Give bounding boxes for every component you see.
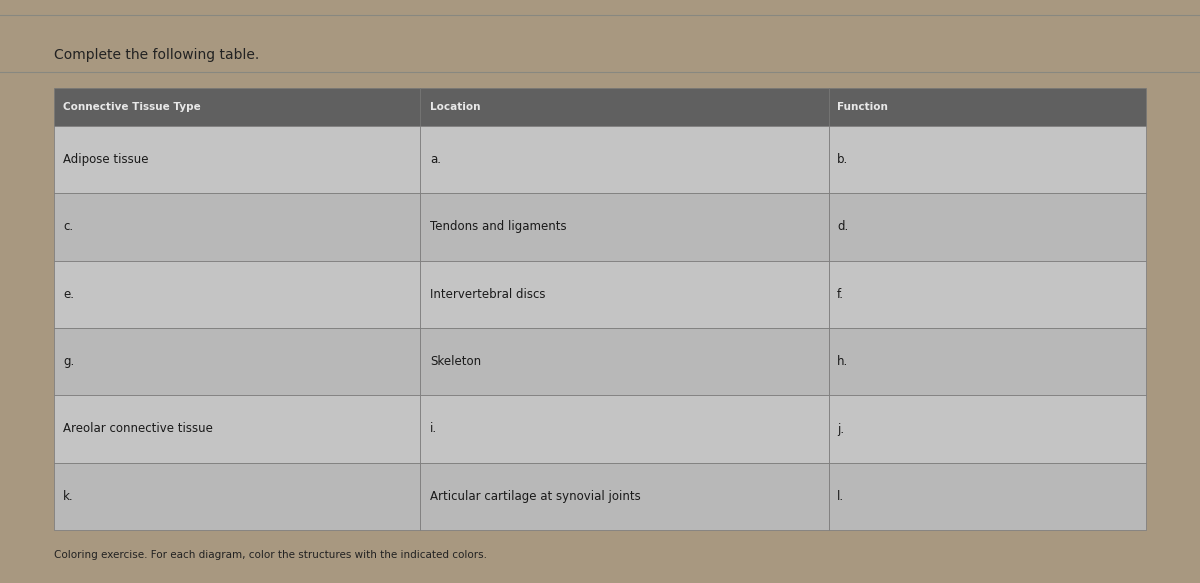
Bar [829,328,1146,395]
Bar [54,328,420,395]
Text: g.: g. [64,355,74,368]
Bar [829,126,1146,194]
Bar [420,88,829,126]
Bar [54,463,420,530]
Text: Connective Tissue Type: Connective Tissue Type [64,102,200,112]
Text: Skeleton: Skeleton [430,355,481,368]
Text: Tendons and ligaments: Tendons and ligaments [430,220,566,234]
Bar [420,395,829,463]
Text: Intervertebral discs: Intervertebral discs [430,288,546,301]
Text: a.: a. [430,153,442,166]
Text: c.: c. [64,220,73,234]
Bar [829,463,1146,530]
Text: h.: h. [838,355,848,368]
Bar [54,194,420,261]
Text: Location: Location [430,102,480,112]
Bar [420,463,829,530]
Text: Function: Function [838,102,888,112]
Text: Adipose tissue: Adipose tissue [64,153,149,166]
Text: k.: k. [64,490,73,503]
Bar [420,261,829,328]
Bar [420,126,829,194]
Text: f.: f. [838,288,845,301]
Text: e.: e. [64,288,74,301]
Bar [54,88,420,126]
Bar [829,88,1146,126]
Bar [829,395,1146,463]
Text: b.: b. [838,153,848,166]
Text: Articular cartilage at synovial joints: Articular cartilage at synovial joints [430,490,641,503]
Text: Areolar connective tissue: Areolar connective tissue [64,423,214,436]
Bar [829,261,1146,328]
Text: j.: j. [838,423,845,436]
Text: Coloring exercise. For each diagram, color the structures with the indicated col: Coloring exercise. For each diagram, col… [54,550,487,560]
Text: l.: l. [838,490,845,503]
Bar [54,126,420,194]
Bar [54,395,420,463]
Text: Complete the following table.: Complete the following table. [54,48,259,62]
Bar [420,194,829,261]
Bar [829,194,1146,261]
Text: d.: d. [838,220,848,234]
Bar [420,328,829,395]
Bar [54,261,420,328]
Text: i.: i. [430,423,437,436]
